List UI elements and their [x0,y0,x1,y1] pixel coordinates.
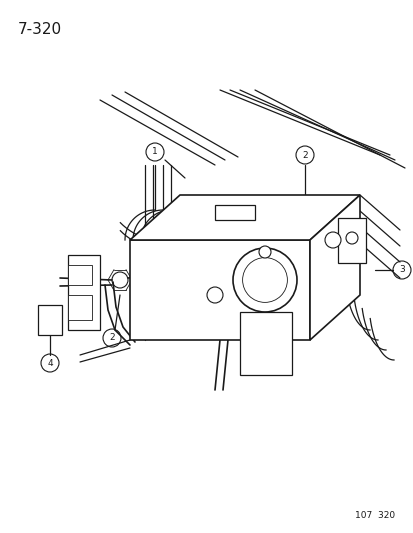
Text: 2: 2 [301,150,307,159]
Polygon shape [240,312,291,375]
Circle shape [112,272,128,288]
Text: 1: 1 [152,148,157,157]
Text: 3: 3 [398,265,404,274]
Polygon shape [214,205,254,220]
Text: 7-320: 7-320 [18,22,62,37]
Text: 107  320: 107 320 [354,511,394,520]
Polygon shape [38,305,62,335]
Text: 2: 2 [109,334,114,343]
Text: 4: 4 [47,359,53,367]
Circle shape [206,287,223,303]
Polygon shape [68,265,92,285]
Circle shape [233,248,296,312]
Polygon shape [337,218,365,263]
Polygon shape [68,295,92,320]
Polygon shape [309,195,359,340]
Circle shape [153,268,166,282]
Polygon shape [130,195,359,240]
Circle shape [324,232,340,248]
Polygon shape [68,255,100,330]
Circle shape [345,232,357,244]
Polygon shape [130,240,309,340]
Circle shape [259,246,271,258]
